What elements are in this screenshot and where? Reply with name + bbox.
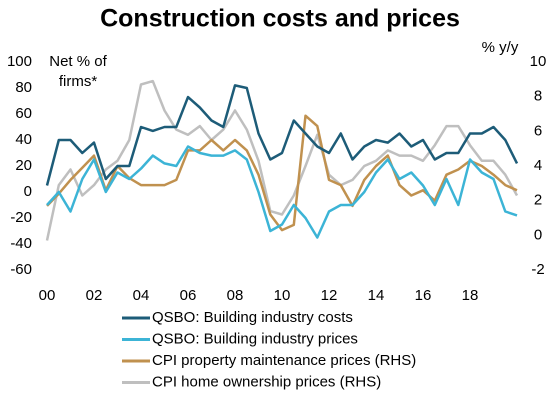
- y-tick-label: 80: [15, 79, 32, 96]
- legend-label: QSBO: Building industry prices: [152, 330, 358, 347]
- x-tick-label: 04: [133, 287, 150, 304]
- y2-tick-label: 0: [534, 226, 542, 243]
- x-tick-label: 06: [180, 287, 197, 304]
- y2-tick-label: 2: [534, 192, 542, 209]
- x-tick-label: 12: [321, 287, 338, 304]
- y2-tick-label: 10: [530, 53, 547, 70]
- y2-tick-label: 4: [534, 157, 542, 174]
- y2-tick-label: 8: [534, 88, 542, 105]
- y2-tick-label: 6: [534, 122, 542, 139]
- y-tick-label: -40: [10, 235, 32, 252]
- y-tick-label: 60: [15, 105, 32, 122]
- legend-label: CPI property maintenance prices (RHS): [152, 352, 416, 369]
- legend-label: CPI home ownership prices (RHS): [152, 373, 381, 390]
- chart-title: Construction costs and prices: [100, 5, 460, 33]
- y-tick-label: 20: [15, 157, 32, 174]
- y-tick-label: 100: [7, 53, 32, 70]
- legend-label: QSBO: Building industry costs: [152, 309, 353, 326]
- y-tick-label: -60: [10, 261, 32, 278]
- y-tick-label: 40: [15, 131, 32, 148]
- series-line: [46, 114, 518, 232]
- x-tick-label: 18: [462, 287, 479, 304]
- left-axis-note: Net % of firms*: [49, 53, 107, 90]
- y2-tick-label: -2: [531, 261, 544, 278]
- x-tick-label: 00: [39, 287, 56, 304]
- series-line: [45, 79, 519, 241]
- x-tick-label: 16: [415, 287, 432, 304]
- x-tick-label: 02: [86, 287, 103, 304]
- series-line: [45, 84, 519, 186]
- y-tick-label: -20: [10, 209, 32, 226]
- y-tick-label: 0: [24, 183, 32, 200]
- series-line: [46, 145, 518, 239]
- x-tick-label: 14: [368, 287, 385, 304]
- x-tick-label: 10: [274, 287, 291, 304]
- x-tick-label: 08: [227, 287, 244, 304]
- right-axis-note: % y/y: [482, 39, 519, 56]
